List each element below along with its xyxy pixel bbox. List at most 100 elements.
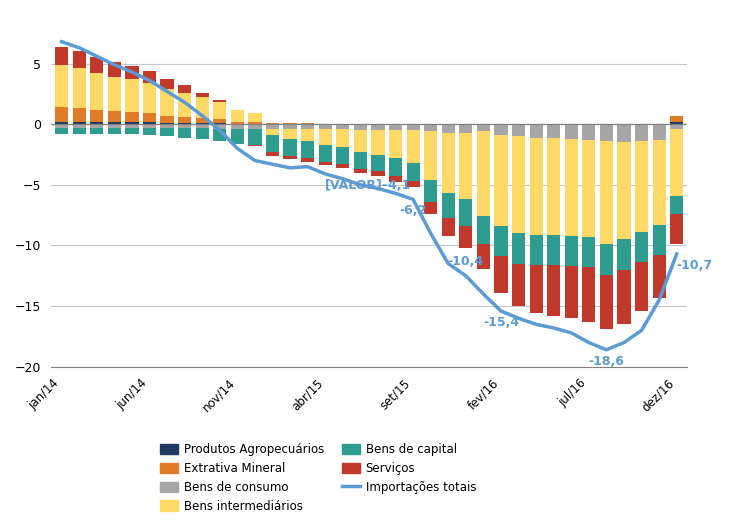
Bar [143,128,156,135]
Bar [125,122,139,124]
Bar [178,123,191,124]
Bar [494,226,507,256]
Bar [249,129,262,145]
Bar [319,124,332,129]
Bar [529,125,542,137]
Bar [143,113,156,122]
Bar [477,125,490,132]
Bar [617,125,631,143]
Bar [565,125,578,139]
Bar [617,124,631,125]
Bar [213,123,227,124]
Bar [600,244,613,275]
Bar [424,180,437,202]
Bar [266,123,279,124]
Bar [143,124,156,128]
Bar [652,140,666,225]
Bar [565,139,578,236]
Bar [442,193,455,217]
Bar [407,130,420,163]
Bar [477,216,490,244]
Legend: Produtos Agropecuários, Extrativa Mineral, Bens de consumo, Bens intermediários,: Produtos Agropecuários, Extrativa Minera… [160,443,476,513]
Bar [354,152,367,169]
Bar [284,156,297,159]
Bar [160,79,174,89]
Bar [389,177,402,182]
Bar [231,110,244,122]
Bar [90,124,104,128]
Bar [442,124,455,133]
Bar [547,265,561,316]
Bar [301,158,314,162]
Bar [160,116,174,123]
Bar [547,137,561,235]
Bar [407,124,420,130]
Bar [266,135,279,152]
Text: -10,7: -10,7 [677,259,713,272]
Bar [195,124,208,128]
Bar [354,124,367,130]
Bar [494,256,507,293]
Bar [652,225,666,255]
Bar [494,135,507,226]
Bar [213,129,227,141]
Bar [143,83,156,113]
Bar [512,124,525,125]
Bar [424,132,437,180]
Bar [160,128,174,136]
Bar [652,124,666,125]
Bar [73,68,86,108]
Bar [55,107,69,122]
Bar [635,125,648,141]
Bar [529,137,542,235]
Bar [477,124,490,125]
Bar [459,133,472,200]
Bar [389,124,402,130]
Bar [635,263,648,311]
Bar [582,267,596,322]
Bar [442,217,455,236]
Bar [635,124,648,125]
Bar [301,124,314,129]
Bar [195,128,208,139]
Bar [512,233,525,264]
Bar [635,232,648,263]
Bar [301,141,314,158]
Bar [529,265,542,313]
Bar [231,122,244,124]
Bar [547,235,561,265]
Bar [249,145,262,146]
Bar [459,124,472,133]
Bar [670,214,683,244]
Bar [371,130,384,155]
Bar [90,58,104,73]
Bar [336,147,349,164]
Bar [389,158,402,177]
Bar [547,124,561,125]
Bar [266,124,279,129]
Bar [582,125,596,140]
Bar [494,124,507,125]
Bar [125,124,139,128]
Bar [670,122,683,124]
Bar [389,130,402,158]
Bar [125,112,139,122]
Bar [90,128,104,134]
Bar [319,162,332,166]
Bar [371,155,384,171]
Bar [354,169,367,173]
Bar [336,129,349,147]
Text: [VALOR]–4,1: [VALOR]–4,1 [325,179,411,192]
Text: -15,4: -15,4 [483,316,519,329]
Bar [143,71,156,83]
Bar [284,123,297,124]
Bar [143,122,156,124]
Bar [582,237,596,267]
Bar [494,125,507,135]
Bar [670,196,683,214]
Bar [670,116,683,122]
Bar [160,123,174,124]
Bar [73,124,86,128]
Bar [55,65,69,107]
Bar [319,145,332,162]
